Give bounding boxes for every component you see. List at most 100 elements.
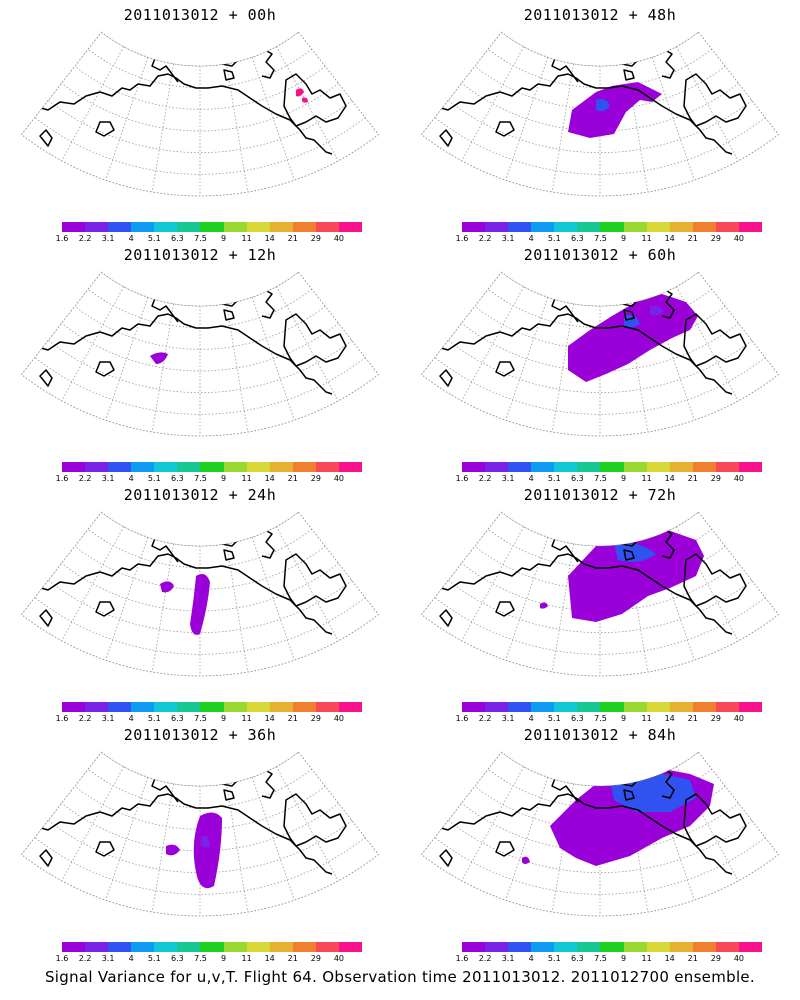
panel-title: 2011013012 + 12h <box>123 246 277 264</box>
colorbar-tick-label: 9 <box>220 954 227 963</box>
longitude-gridline <box>275 766 339 882</box>
map-frame <box>20 271 380 437</box>
panel-title: 2011013012 + 36h <box>123 726 277 744</box>
colorbar-swatch <box>246 702 270 712</box>
colorbar-swatch <box>292 942 316 952</box>
colorbar-tick-label: 5.1 <box>147 474 161 483</box>
longitude-gridline <box>226 63 249 193</box>
map-frame <box>420 271 780 437</box>
colorbar-tick-label: 6.3 <box>171 954 184 963</box>
longitude-gridline <box>275 46 339 162</box>
latitude-gridline <box>47 820 353 873</box>
coastline <box>223 789 235 801</box>
map-frame <box>20 31 380 197</box>
colorbar-tick-label: 40 <box>333 954 345 963</box>
colorbar-swatch <box>554 222 578 232</box>
latitude-gridline <box>474 785 726 830</box>
longitude-gridline <box>505 537 549 661</box>
colorbar <box>62 462 363 472</box>
latitude-gridline <box>87 528 313 569</box>
colorbar-tick-label: 29 <box>710 474 721 483</box>
longitude-gridline <box>275 286 339 402</box>
colorbar-swatch <box>485 702 509 712</box>
colorbar-tick-label: 2.2 <box>78 954 92 963</box>
colorbar-tick-label: 3.1 <box>101 234 115 243</box>
colorbar-swatch <box>554 462 578 472</box>
coastline <box>623 789 635 801</box>
panel-title: 2011013012 + 24h <box>123 486 277 504</box>
coastline <box>95 601 115 617</box>
coastline <box>623 309 635 321</box>
colorbar-tick-label: 11 <box>641 714 652 723</box>
coastline <box>439 369 453 387</box>
colorbar-tick-label: 6.3 <box>571 474 584 483</box>
signal-variance-region <box>568 294 698 382</box>
colorbar-swatch <box>577 942 601 952</box>
map-panel: 2011013012 + 84h 1.6 2.2 3.1 4 5.1 6.3 7.5 9 11 14… <box>400 720 800 963</box>
colorbar-tick-label: 1.6 <box>55 954 69 963</box>
colorbar-tick-label: 5.1 <box>547 714 561 723</box>
latitude-gridline <box>461 322 739 372</box>
colorbar-tick-label: 4 <box>128 714 134 723</box>
colorbar-swatch <box>577 702 601 712</box>
colorbar-tick-label: 2.2 <box>478 714 492 723</box>
colorbar-tick-label: 5.1 <box>147 954 161 963</box>
colorbar-swatch <box>200 942 224 952</box>
colorbar-tick-label: 7.5 <box>594 474 607 483</box>
colorbar-labels: 1.6 2.2 3.1 4 5.1 6.3 7.5 9 11 14 21 29 40 <box>456 714 762 724</box>
latitude-gridline <box>61 322 339 372</box>
colorbar-tick-label: 11 <box>641 954 652 963</box>
colorbar-tick-label: 40 <box>333 714 345 723</box>
colorbar-tick-label: 4 <box>528 234 534 243</box>
colorbar-swatch <box>338 222 363 232</box>
coastline <box>283 553 347 607</box>
coastline <box>421 553 733 635</box>
colorbar-tick-label: 11 <box>241 714 252 723</box>
colorbar-tick-label: 40 <box>333 474 345 483</box>
latitude-gridline <box>101 512 299 547</box>
signal-variance-region <box>190 574 210 635</box>
colorbar-tick-label: 40 <box>733 714 745 723</box>
colorbar-swatch <box>462 942 486 952</box>
colorbar-tick-label: 11 <box>641 234 652 243</box>
colorbar-swatch <box>338 942 363 952</box>
colorbar-swatch <box>623 702 647 712</box>
latitude-gridline <box>47 100 353 153</box>
colorbar-swatch <box>108 702 132 712</box>
coastline <box>213 281 241 307</box>
coastline <box>623 549 635 561</box>
map <box>20 751 380 917</box>
colorbar-swatch <box>200 222 224 232</box>
signal-variance-region <box>568 82 662 138</box>
coastline <box>223 69 235 81</box>
colorbar-swatch <box>715 942 739 952</box>
latitude-gridline <box>434 837 766 895</box>
longitude-gridline <box>461 46 525 162</box>
coastline <box>223 309 235 321</box>
colorbar-tick-label: 14 <box>664 234 675 243</box>
latitude-gridline <box>447 100 753 153</box>
colorbar-labels: 1.6 2.2 3.1 4 5.1 6.3 7.5 9 11 14 21 29 40 <box>56 714 362 724</box>
colorbar-tick-label: 21 <box>687 234 698 243</box>
latitude-gridline <box>61 82 339 132</box>
colorbar-swatch <box>715 702 739 712</box>
colorbar-tick-label: 14 <box>264 474 275 483</box>
longitude-gridline <box>105 537 149 661</box>
coastline <box>39 609 53 627</box>
colorbar-swatch <box>738 942 763 952</box>
colorbar-swatch <box>623 462 647 472</box>
coastline <box>439 129 453 147</box>
colorbar <box>462 942 763 952</box>
colorbar-tick-label: 9 <box>220 714 227 723</box>
colorbar-swatch <box>600 462 624 472</box>
latitude-gridline <box>74 545 326 590</box>
coastline <box>495 361 515 377</box>
colorbar-tick-label: 5.1 <box>547 954 561 963</box>
colorbar-swatch <box>269 702 293 712</box>
coastline <box>613 281 641 307</box>
longitude-gridline <box>226 783 249 913</box>
colorbar-tick-label: 9 <box>220 474 227 483</box>
map <box>420 271 780 437</box>
colorbar-swatch <box>85 462 109 472</box>
colorbar-swatch <box>131 942 155 952</box>
